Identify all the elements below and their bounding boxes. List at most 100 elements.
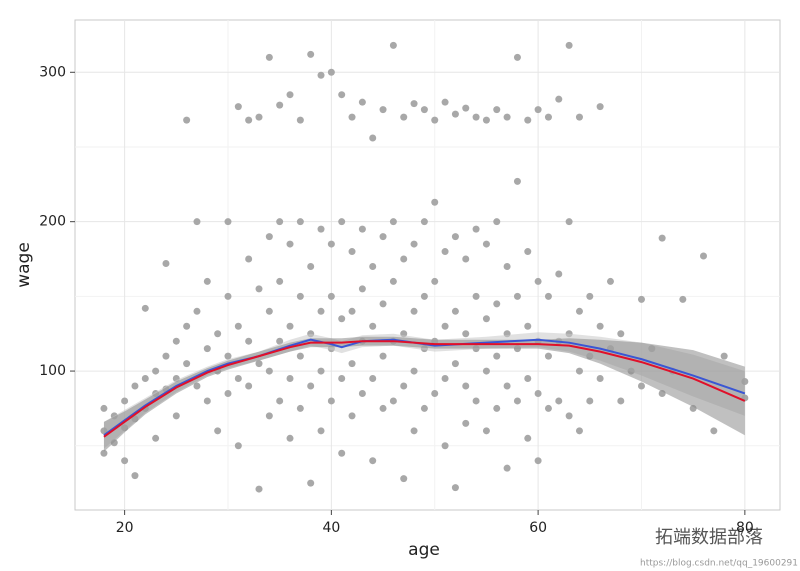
point <box>234 375 242 383</box>
point <box>245 382 253 390</box>
point <box>544 113 552 121</box>
point <box>203 345 211 353</box>
point <box>441 322 449 330</box>
point <box>617 330 625 338</box>
point <box>472 113 480 121</box>
point <box>513 53 521 61</box>
point <box>224 292 232 300</box>
point <box>544 404 552 412</box>
point <box>575 307 583 315</box>
point <box>255 113 263 121</box>
point <box>379 233 387 241</box>
point <box>224 352 232 360</box>
x-axis-title: age <box>408 540 440 560</box>
point <box>265 233 273 241</box>
point <box>534 389 542 397</box>
point <box>606 277 614 285</box>
point <box>317 71 325 79</box>
point <box>348 248 356 256</box>
point <box>317 367 325 375</box>
point <box>586 292 594 300</box>
point <box>462 330 470 338</box>
point <box>338 218 346 226</box>
point <box>234 103 242 111</box>
point <box>193 218 201 226</box>
point <box>596 322 604 330</box>
smooth-line <box>103 338 746 437</box>
point <box>503 464 511 472</box>
point <box>338 91 346 99</box>
point <box>296 352 304 360</box>
point <box>100 449 108 457</box>
point <box>162 352 170 360</box>
point <box>524 116 532 124</box>
point <box>524 248 532 256</box>
point <box>265 367 273 375</box>
point <box>565 218 573 226</box>
point <box>389 277 397 285</box>
point <box>317 427 325 435</box>
plot-area <box>74 19 781 511</box>
point <box>575 427 583 435</box>
point <box>276 218 284 226</box>
point <box>348 412 356 420</box>
point <box>555 95 563 103</box>
point <box>596 103 604 111</box>
point <box>524 434 532 442</box>
point <box>679 295 687 303</box>
point <box>286 91 294 99</box>
point <box>338 375 346 383</box>
point <box>544 292 552 300</box>
point <box>234 442 242 450</box>
point <box>441 98 449 106</box>
point <box>193 307 201 315</box>
point <box>286 434 294 442</box>
point <box>482 240 490 248</box>
point <box>307 262 315 270</box>
point <box>586 397 594 405</box>
point <box>276 277 284 285</box>
point <box>462 419 470 427</box>
point <box>183 322 191 330</box>
point <box>358 389 366 397</box>
point <box>700 252 708 260</box>
point <box>482 315 490 323</box>
point <box>389 41 397 49</box>
point <box>369 457 377 465</box>
point <box>296 116 304 124</box>
point <box>255 285 263 293</box>
point <box>637 295 645 303</box>
point <box>152 434 160 442</box>
point <box>462 104 470 112</box>
point <box>307 50 315 58</box>
point <box>131 472 139 480</box>
point <box>420 404 428 412</box>
point <box>276 337 284 345</box>
point <box>451 484 459 492</box>
point <box>400 113 408 121</box>
point <box>327 292 335 300</box>
watermark-url: https://blog.csdn.net/qq_19600291 <box>640 559 798 569</box>
watermark: 拓端数据部落 <box>655 527 763 548</box>
point <box>410 100 418 108</box>
point <box>172 337 180 345</box>
point <box>265 53 273 61</box>
point <box>307 479 315 487</box>
point <box>524 322 532 330</box>
point <box>172 412 180 420</box>
point <box>420 292 428 300</box>
point <box>141 375 149 383</box>
point <box>493 352 501 360</box>
point <box>472 292 480 300</box>
point <box>234 322 242 330</box>
point <box>410 367 418 375</box>
point <box>286 240 294 248</box>
point <box>245 116 253 124</box>
point <box>224 218 232 226</box>
point <box>203 397 211 405</box>
point <box>482 427 490 435</box>
point <box>203 277 211 285</box>
point <box>493 106 501 114</box>
point <box>472 397 480 405</box>
point <box>245 255 253 263</box>
